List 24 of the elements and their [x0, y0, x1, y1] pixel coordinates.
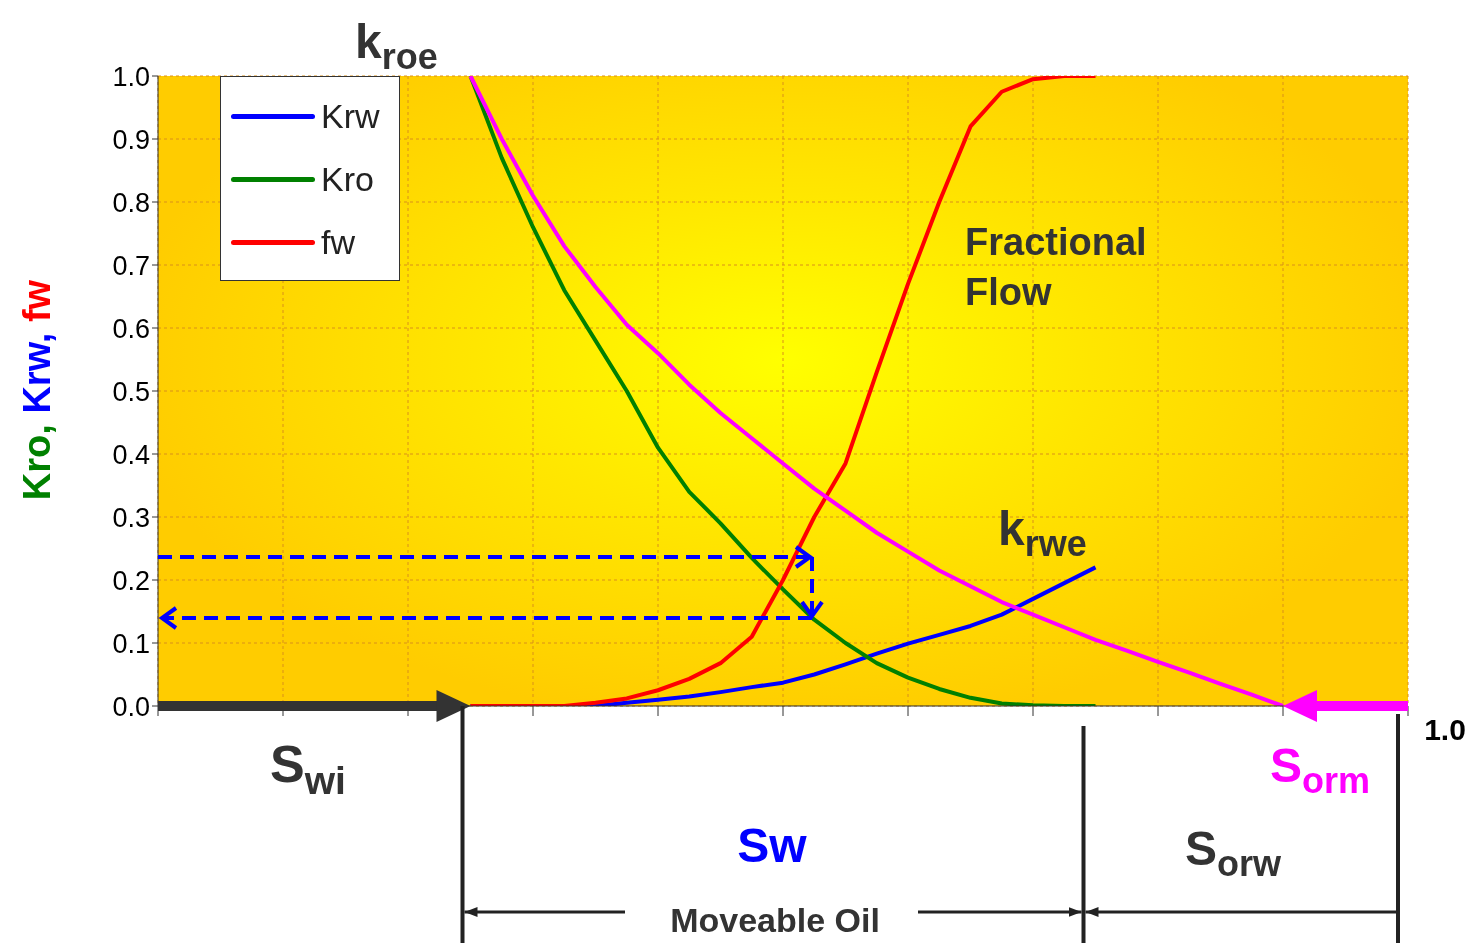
legend-label: Krw	[321, 97, 380, 136]
y-tick-label: 0.5	[112, 376, 150, 407]
y-tick-label: 0.7	[112, 250, 150, 281]
text: Moveable Oil	[670, 901, 880, 939]
y-tick-label: 0.0	[112, 691, 150, 722]
legend-label: fw	[321, 223, 355, 262]
text: S$_{wi}$	[270, 735, 346, 802]
y-axis-title: Kro, Krw, fw	[16, 279, 58, 501]
text: S$_{orm}$	[1270, 739, 1371, 801]
text: S$_{orw}$	[1185, 822, 1283, 884]
y-tick-label: 1.0	[112, 61, 150, 92]
legend-label: Kro	[321, 160, 374, 199]
y-tick-label: 0.2	[112, 565, 150, 596]
annotation: k$_{rwe}$	[998, 502, 1087, 564]
y-tick-label: 0.8	[112, 187, 150, 218]
y-tick-label: 0.9	[112, 124, 150, 155]
y-tick-label: 0.1	[112, 628, 150, 659]
text: 1.0	[1424, 713, 1466, 746]
annotation: k$_{roe}$	[355, 15, 438, 77]
text: Sw	[737, 819, 808, 872]
annotation: Fractional Flow	[965, 221, 1147, 313]
y-tick-label: 0.3	[112, 502, 150, 533]
y-tick-label: 0.4	[112, 439, 150, 470]
y-tick-label: 0.6	[112, 313, 150, 344]
